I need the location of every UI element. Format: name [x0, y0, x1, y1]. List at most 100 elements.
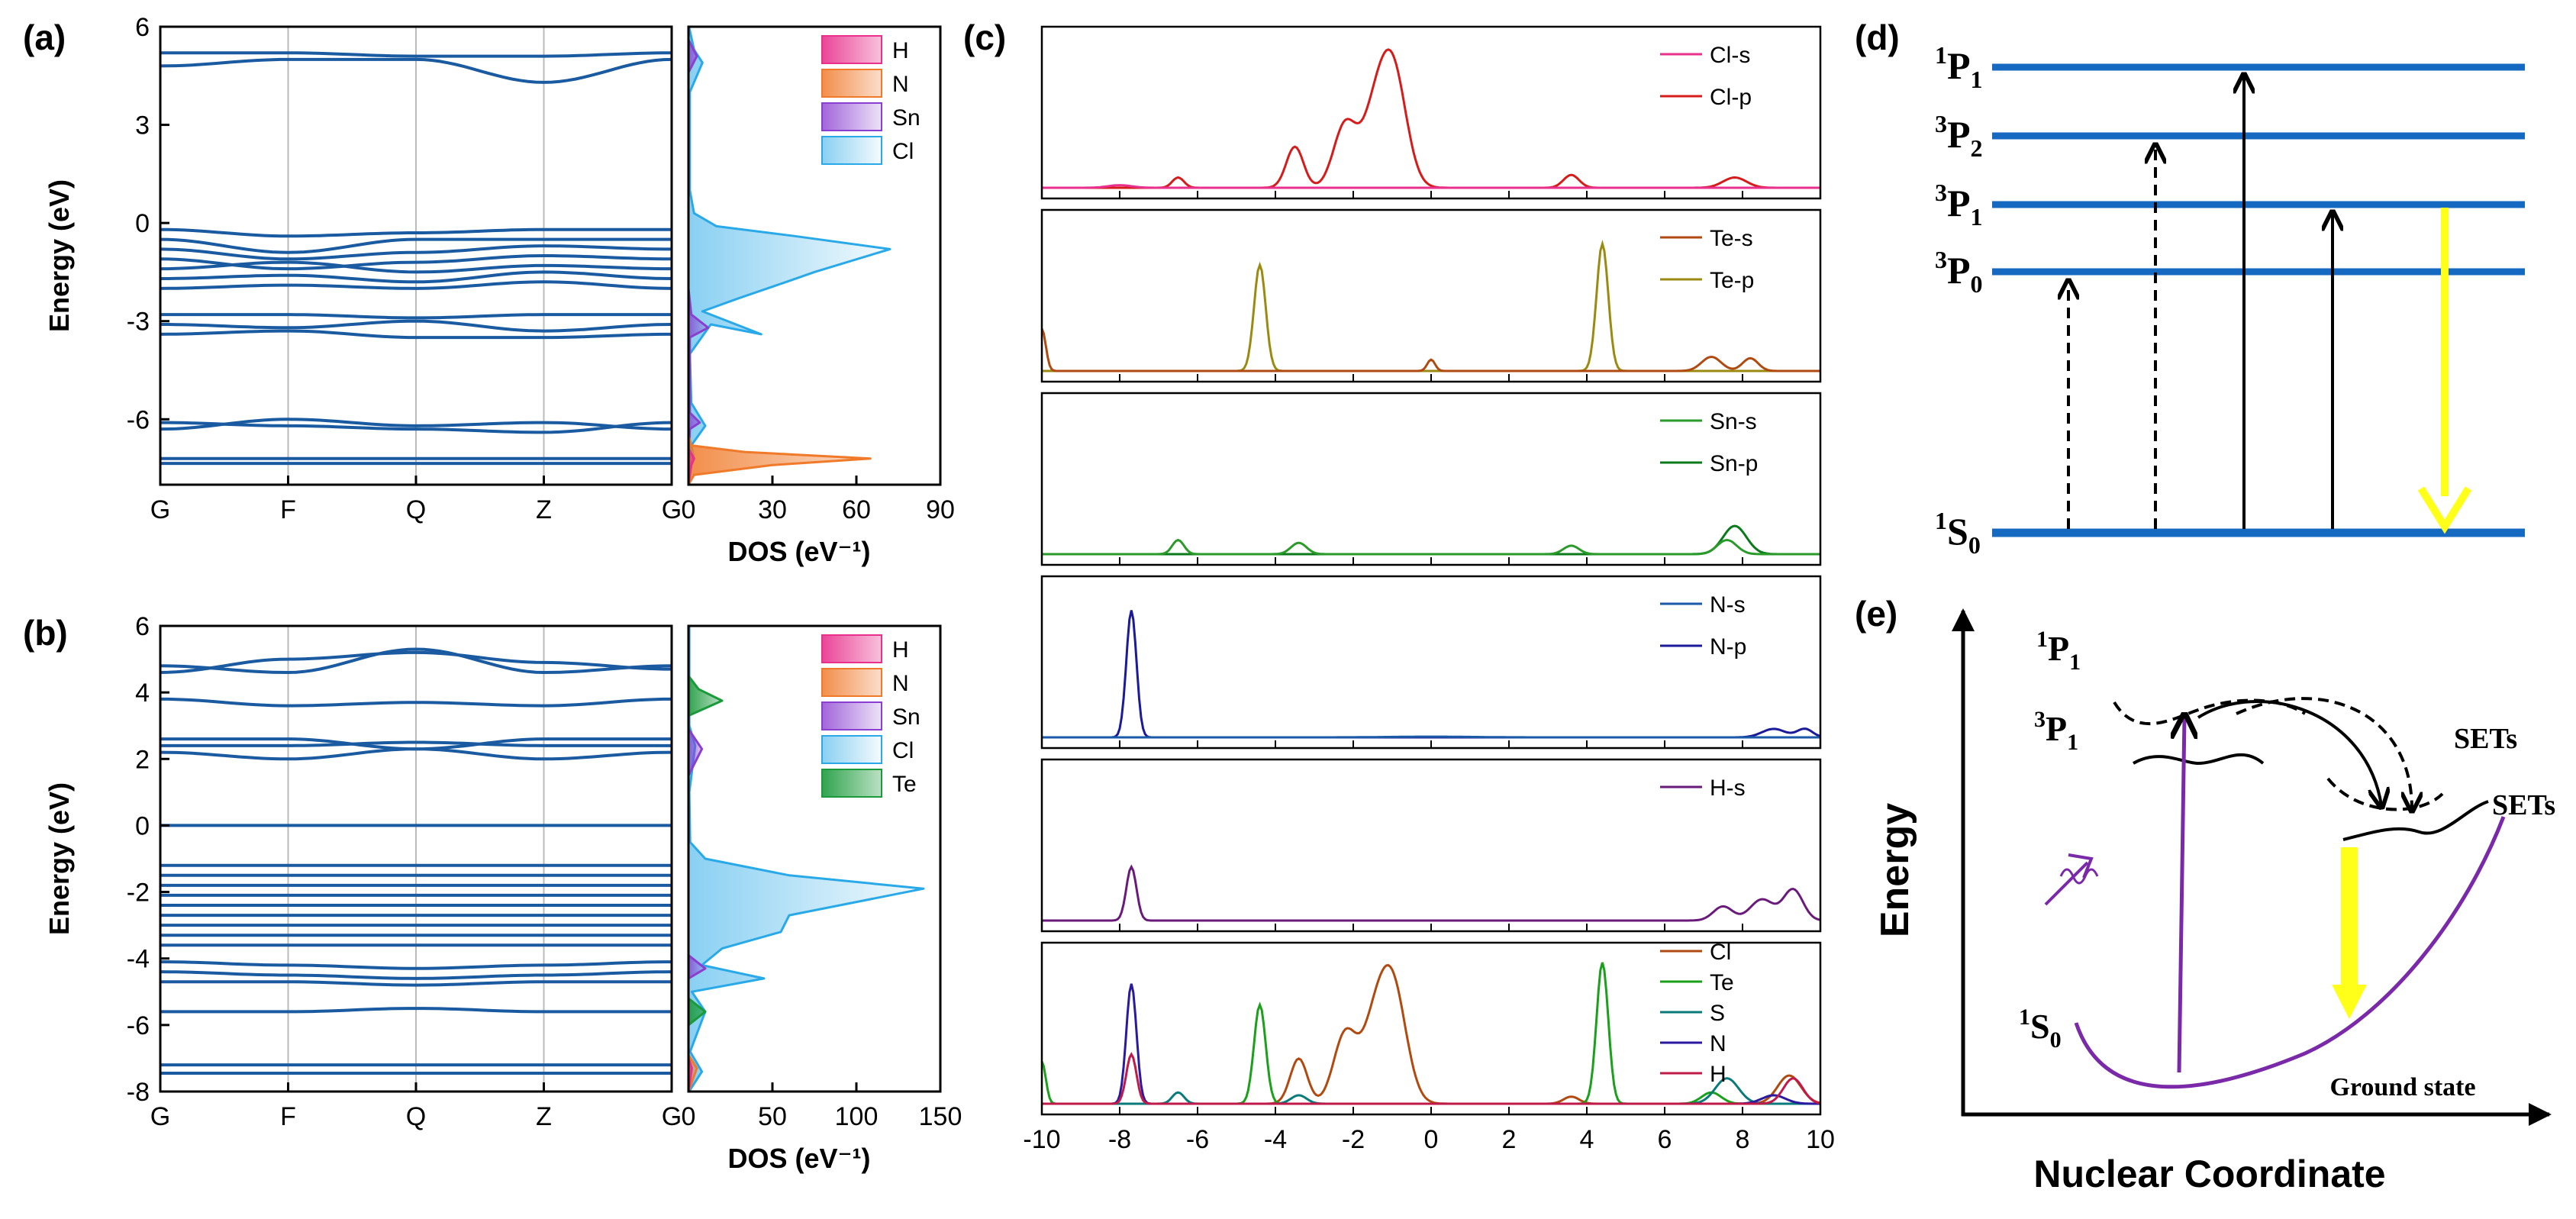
y-tick-label: -6	[127, 1011, 150, 1040]
ground-state-label: Ground state	[2329, 1073, 2475, 1101]
band-line-5	[160, 254, 672, 271]
kpoint-label: G	[662, 1102, 682, 1131]
x-tick-label: 8	[1736, 1125, 1750, 1154]
x-tick-label: -4	[1264, 1125, 1287, 1154]
legend-label-N: N	[1710, 1031, 1726, 1056]
legend-swatch-Cl	[821, 136, 882, 165]
kpoint-label: G	[150, 495, 170, 524]
pdos-stack: Cl-s Cl-p Te-s Te-p Sn-s Sn-p N-s N-p H-s Cl Te SNH…	[1023, 25, 1835, 1154]
y-axis-title: Energy (eV)	[44, 782, 75, 935]
band-line-11	[160, 329, 672, 340]
pdos-line-H-s	[1042, 864, 1821, 922]
x-tick-label: 6	[1658, 1125, 1672, 1154]
band-line-16	[160, 960, 672, 970]
legend-label-N-s: N-s	[1710, 592, 1746, 618]
legend-label-H: H	[892, 637, 909, 663]
x-tick-label: 50	[758, 1102, 787, 1131]
band-line-3	[160, 237, 672, 254]
pdos-line-Te-p	[1042, 239, 1820, 372]
legend-swatch-N	[821, 69, 882, 98]
band-structure-a: 6 3 0 -3 -6 G F Q Z G Energy (eV)	[44, 13, 682, 524]
legend-label-Sn-s: Sn-s	[1710, 409, 1757, 434]
legend-swatch-Cl	[821, 735, 882, 764]
pdos-line-S	[1042, 1077, 1820, 1105]
y-tick-label: 4	[135, 679, 150, 708]
label-3P2: 3P2	[1935, 110, 1983, 162]
y-tick-label: -4	[127, 945, 150, 974]
dos-a: 0 30 60 90 DOS (eV⁻¹) HN Sn Cl	[682, 25, 955, 567]
y-tick-label: -2	[127, 879, 150, 908]
legend-label-Te: Te	[892, 772, 917, 797]
pdos-line-Te-s	[1040, 327, 1820, 372]
pdos-line-H	[1042, 1052, 1821, 1105]
kpoint-label: F	[280, 495, 296, 524]
legend-label-H: H	[892, 38, 909, 63]
emission-arrow-e	[2332, 847, 2367, 1019]
y-tick-label: 0	[135, 209, 150, 238]
band-line-2	[160, 697, 672, 708]
band-line-10	[160, 319, 672, 333]
legend-label-H-s: H-s	[1710, 776, 1746, 801]
x-tick-label: 30	[758, 495, 787, 524]
x-tick-label: 0	[1424, 1125, 1439, 1154]
pdos-line-Sn-s	[1042, 538, 1820, 556]
pdos-frame	[1040, 575, 1822, 750]
legend-swatch-Sn	[821, 701, 882, 730]
photon-icon	[2044, 853, 2099, 906]
x-tick-label: 90	[926, 495, 955, 524]
label-1P1: 1P1	[1935, 41, 1983, 93]
band-line-6	[160, 260, 672, 274]
x-tick-label: 2	[1502, 1125, 1517, 1154]
pdos-frame	[1040, 392, 1822, 566]
y-tick-label: 3	[135, 111, 150, 140]
legend-label-N: N	[892, 671, 909, 696]
y-tick-label: -8	[127, 1078, 150, 1107]
label-e-1P1: 1P1	[2036, 627, 2081, 675]
band-line-9	[160, 313, 672, 320]
panel-label-c: (c)	[963, 18, 1006, 57]
pdos-line-Cl	[1042, 963, 1821, 1105]
x-tick-label: -8	[1108, 1125, 1131, 1154]
y-axis-title: Energy (eV)	[44, 179, 75, 332]
legend-swatch-Sn	[821, 102, 882, 131]
relaxation-arrow-2	[2236, 697, 2412, 809]
band-line-1	[160, 647, 672, 675]
legend-label-Sn-p: Sn-p	[1710, 451, 1758, 476]
level-labels: 1P1 3P2 3P1 3P0 1S0	[1935, 41, 1983, 559]
legend-swatch-Te	[821, 769, 882, 798]
x-tick-label: -6	[1186, 1125, 1209, 1154]
band-line-8	[160, 280, 672, 290]
band-line-5	[160, 747, 672, 761]
emission-arrow	[2417, 208, 2472, 534]
kpoint-label: Q	[406, 495, 426, 524]
label-e-1S0: 1S0	[2019, 1005, 2062, 1053]
legend-label-Cl: Cl	[1710, 940, 1731, 965]
x-tick-label: 60	[842, 495, 871, 524]
dos-area-N	[687, 434, 872, 486]
label-3P0: 3P0	[1935, 246, 1983, 298]
x-tick-label: 150	[919, 1102, 962, 1131]
band-line-4	[160, 740, 672, 747]
pdos-frame	[1040, 208, 1822, 383]
3P1-curve	[2133, 753, 2265, 766]
x-axis-title: DOS (eV⁻¹)	[727, 1143, 870, 1174]
x-tick-label: 0	[682, 1102, 696, 1131]
legend-label-Sn: Sn	[892, 105, 920, 131]
band-line-2	[160, 227, 672, 238]
x-tick-label: 4	[1580, 1125, 1594, 1154]
legend-label-Cl-p: Cl-p	[1710, 85, 1752, 110]
legend-label-Sn: Sn	[892, 705, 920, 730]
x-tick-label: 10	[1806, 1125, 1835, 1154]
excitation-arrow	[2179, 718, 2184, 1073]
y-tick-label: -6	[127, 405, 150, 434]
pdos-line-Sn-p	[1042, 524, 1820, 556]
label-sets-upper: SETs	[2454, 723, 2517, 755]
band-line-7	[160, 270, 672, 284]
legend-label-Cl: Cl	[892, 738, 914, 763]
ground-state-curve	[2074, 816, 2506, 1089]
label-sets-lower: SETs	[2492, 789, 2555, 821]
pdos-line-Te	[1040, 962, 1820, 1105]
x-tick-label: 100	[835, 1102, 879, 1131]
